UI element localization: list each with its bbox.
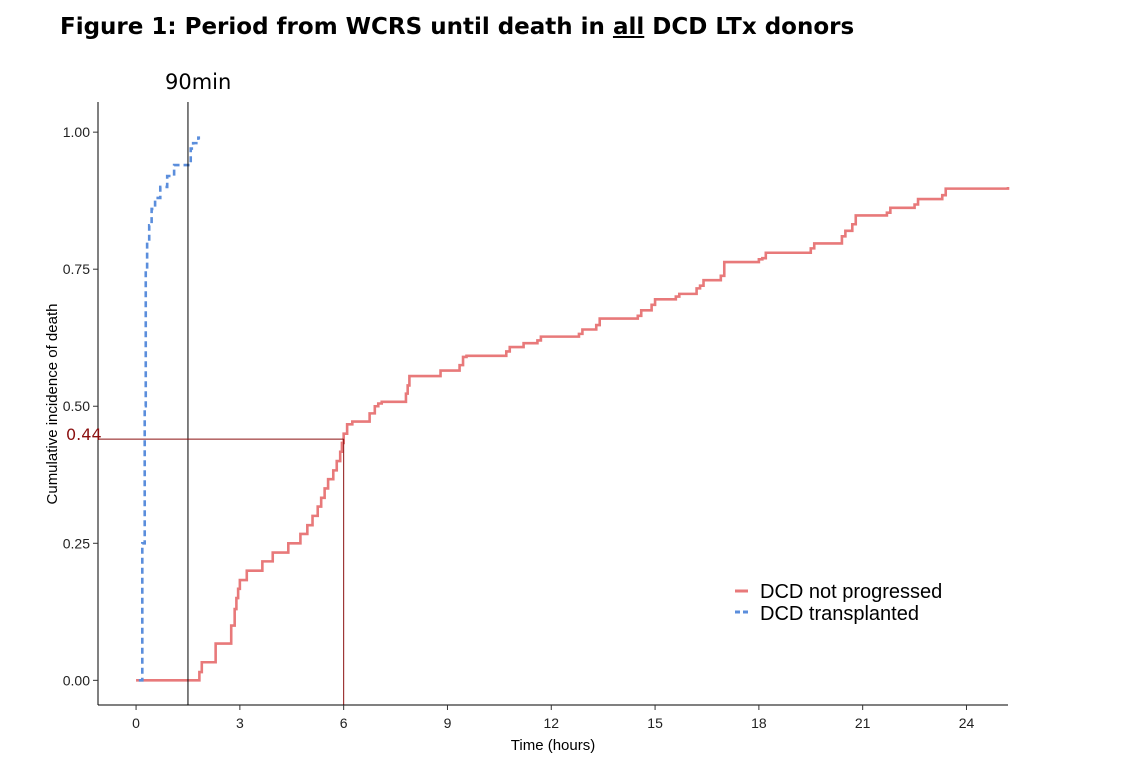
x-tick-label-3: 3	[236, 715, 244, 731]
series-line-dcd-not-progressed	[136, 186, 1010, 682]
x-tick-label-12: 12	[543, 715, 559, 731]
x-tick-label-6: 6	[340, 715, 348, 731]
y-tick-label-2: 0.50	[63, 398, 90, 414]
x-tick-label-24: 24	[959, 715, 975, 731]
legend-label-transplanted: DCD transplanted	[760, 603, 919, 625]
annotation-044: 0.44	[66, 425, 102, 444]
x-tick-label-0: 0	[132, 715, 140, 731]
chart-marks	[98, 102, 1010, 705]
x-tick-label-15: 15	[647, 715, 663, 731]
chart-axes	[97, 102, 1008, 706]
y-tick-label-1: 0.25	[63, 535, 90, 551]
x-tick-label-9: 9	[444, 715, 452, 731]
y-tick-label-0: 0.00	[63, 672, 90, 688]
y-tick-label-3: 0.75	[63, 261, 90, 277]
y-axis-title: Cumulative incidence of death	[44, 304, 61, 505]
x-axis-title: Time (hours)	[511, 737, 595, 754]
y-tick-label-4: 1.00	[63, 124, 90, 140]
chart-ticks: 0 3 6 9 12 15 18 21 24 0.00 0.25 0.50 0.75 1.00	[63, 124, 975, 731]
annotation-90min: 90min	[165, 70, 231, 94]
legend-label-not-progressed: DCD not progressed	[760, 581, 942, 603]
series-line-dcd-transplanted	[138, 136, 201, 682]
x-tick-label-18: 18	[751, 715, 767, 731]
x-tick-label-21: 21	[855, 715, 871, 731]
figure-title: Figure 1: Period from WCRS until death i…	[60, 14, 855, 40]
legend: DCD not progressed DCD transplanted	[735, 581, 942, 625]
